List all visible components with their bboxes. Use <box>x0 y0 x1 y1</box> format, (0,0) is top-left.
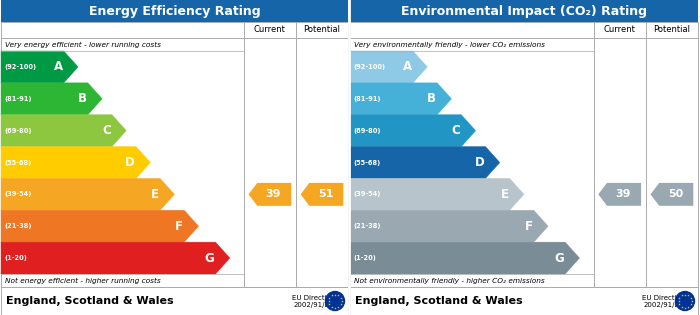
Text: 39: 39 <box>265 189 281 199</box>
Text: (39-54): (39-54) <box>4 191 32 198</box>
Polygon shape <box>350 51 427 83</box>
Text: Potential: Potential <box>653 26 690 35</box>
Text: England, Scotland & Wales: England, Scotland & Wales <box>6 296 174 306</box>
FancyBboxPatch shape <box>1 22 348 287</box>
Text: A: A <box>403 60 412 73</box>
Text: C: C <box>452 124 461 137</box>
Text: Not environmentally friendly - higher CO₂ emissions: Not environmentally friendly - higher CO… <box>354 278 545 284</box>
Text: (1-20): (1-20) <box>353 255 376 261</box>
FancyBboxPatch shape <box>350 0 698 22</box>
Text: (55-68): (55-68) <box>4 159 32 165</box>
Polygon shape <box>248 183 291 206</box>
Text: England, Scotland & Wales: England, Scotland & Wales <box>355 296 523 306</box>
Text: G: G <box>554 252 564 265</box>
FancyBboxPatch shape <box>1 287 348 315</box>
Polygon shape <box>350 146 500 178</box>
Polygon shape <box>598 183 641 206</box>
Text: G: G <box>205 252 214 265</box>
Text: (92-100): (92-100) <box>4 64 36 70</box>
Text: (1-20): (1-20) <box>4 255 27 261</box>
Text: 39: 39 <box>615 189 631 199</box>
Polygon shape <box>650 183 693 206</box>
Text: EU Directive
2002/91/EC: EU Directive 2002/91/EC <box>643 295 685 307</box>
Text: Not energy efficient - higher running costs: Not energy efficient - higher running co… <box>5 278 161 284</box>
FancyBboxPatch shape <box>350 287 698 315</box>
Circle shape <box>326 291 344 311</box>
Polygon shape <box>1 115 126 146</box>
Polygon shape <box>300 183 343 206</box>
Text: A: A <box>54 60 63 73</box>
Text: B: B <box>427 92 436 105</box>
Text: Current: Current <box>604 26 636 35</box>
Text: E: E <box>151 188 159 201</box>
Polygon shape <box>350 210 548 242</box>
Text: Very energy efficient - lower running costs: Very energy efficient - lower running co… <box>5 42 161 48</box>
Text: (69-80): (69-80) <box>353 128 381 134</box>
Text: D: D <box>125 156 135 169</box>
Text: Energy Efficiency Rating: Energy Efficiency Rating <box>89 4 260 18</box>
Text: EU Directive
2002/91/EC: EU Directive 2002/91/EC <box>293 295 335 307</box>
Text: C: C <box>102 124 111 137</box>
Text: 50: 50 <box>668 189 683 199</box>
Text: (69-80): (69-80) <box>4 128 32 134</box>
Polygon shape <box>1 146 150 178</box>
Text: B: B <box>78 92 87 105</box>
Text: Current: Current <box>254 26 286 35</box>
Text: (81-91): (81-91) <box>353 96 381 102</box>
Text: 51: 51 <box>318 189 333 199</box>
Text: E: E <box>500 188 509 201</box>
Circle shape <box>676 291 694 311</box>
Text: F: F <box>525 220 533 233</box>
Text: (21-38): (21-38) <box>4 223 32 229</box>
Text: Environmental Impact (CO₂) Rating: Environmental Impact (CO₂) Rating <box>401 4 647 18</box>
Polygon shape <box>1 242 230 274</box>
Text: (39-54): (39-54) <box>353 191 380 198</box>
Text: (92-100): (92-100) <box>353 64 385 70</box>
Polygon shape <box>1 178 174 210</box>
Polygon shape <box>350 178 524 210</box>
Polygon shape <box>350 242 580 274</box>
Polygon shape <box>1 83 102 115</box>
Text: D: D <box>475 156 484 169</box>
FancyBboxPatch shape <box>350 22 698 287</box>
FancyBboxPatch shape <box>1 0 348 22</box>
Text: Potential: Potential <box>304 26 340 35</box>
Text: (21-38): (21-38) <box>353 223 381 229</box>
Text: (81-91): (81-91) <box>4 96 32 102</box>
Polygon shape <box>350 83 452 115</box>
Text: (55-68): (55-68) <box>353 159 380 165</box>
Text: F: F <box>175 220 183 233</box>
Polygon shape <box>1 51 78 83</box>
Polygon shape <box>350 115 475 146</box>
Polygon shape <box>1 210 199 242</box>
Text: Very environmentally friendly - lower CO₂ emissions: Very environmentally friendly - lower CO… <box>354 42 545 48</box>
